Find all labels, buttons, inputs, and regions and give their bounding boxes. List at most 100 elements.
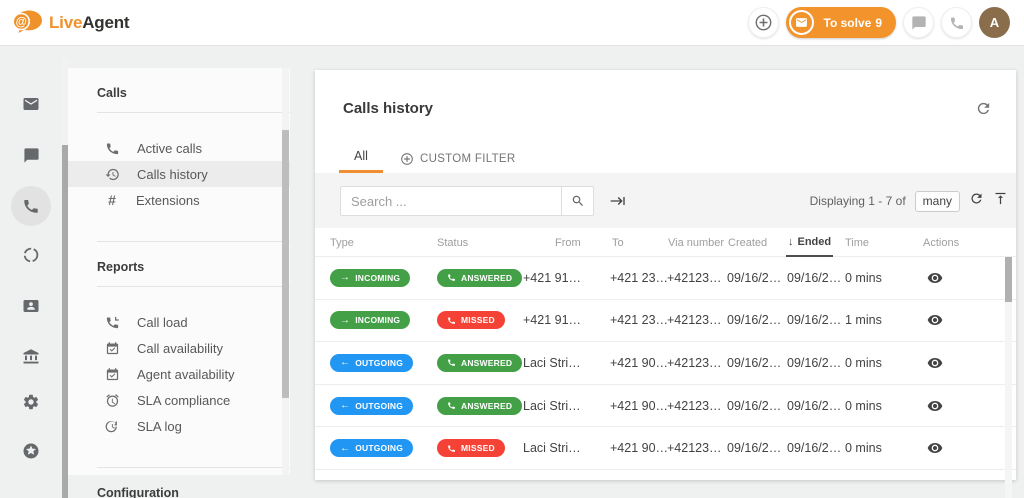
table-row[interactable]: → INCOMING ANSWERED +421 91… +421 23… +42… bbox=[315, 257, 1016, 300]
departments-icon bbox=[23, 349, 39, 364]
search-input[interactable] bbox=[340, 186, 561, 216]
count-many-button[interactable]: many bbox=[914, 190, 960, 212]
sidebar-item-label: Extensions bbox=[136, 192, 200, 208]
to-cell: +421 23… bbox=[610, 270, 669, 285]
call-status-badge: ANSWERED bbox=[437, 268, 523, 287]
liveagent-logo[interactable]: @ LiveAgent bbox=[12, 9, 130, 36]
filter-toolbar: Displaying 1 - 7 of many bbox=[315, 173, 1016, 228]
via-number-cell: +42123… bbox=[667, 398, 722, 413]
sidebar-item-label: SLA log bbox=[137, 418, 182, 434]
chats-button[interactable] bbox=[903, 7, 934, 38]
view-call-button[interactable] bbox=[927, 355, 943, 371]
column-to[interactable]: To bbox=[612, 236, 624, 249]
to-solve-button[interactable]: To solve 9 bbox=[785, 7, 896, 38]
settings-icon bbox=[23, 394, 39, 410]
sidebar-item-automation[interactable] bbox=[11, 235, 51, 275]
tab-all[interactable]: All bbox=[339, 145, 383, 173]
via-number-cell: +42123… bbox=[667, 355, 722, 370]
sidebar-scrollbar[interactable] bbox=[282, 68, 289, 475]
sidebar-item-settings[interactable] bbox=[11, 382, 51, 422]
time-cell: 0 mins bbox=[845, 398, 882, 413]
refresh-list-button[interactable] bbox=[969, 191, 984, 211]
sidebar-item-departments[interactable] bbox=[11, 336, 51, 376]
refresh-icon bbox=[971, 193, 982, 204]
table-body: → INCOMING ANSWERED +421 91… +421 23… +42… bbox=[315, 257, 1016, 470]
column-from[interactable]: From bbox=[555, 236, 581, 249]
sidebar-item-calls-history[interactable]: Calls history bbox=[68, 161, 290, 187]
svg-text:@: @ bbox=[16, 17, 27, 29]
column-via-number[interactable]: Via number bbox=[668, 236, 725, 249]
calls-button[interactable] bbox=[941, 7, 972, 38]
sidebar-item-tickets[interactable] bbox=[11, 84, 51, 124]
calls-sidebar: Calls Active calls Calls history # Exten… bbox=[68, 68, 290, 498]
divider bbox=[97, 241, 290, 242]
gamification-icon bbox=[23, 443, 39, 459]
to-cell: +421 90… bbox=[610, 441, 669, 456]
calendar-check-icon bbox=[106, 367, 119, 380]
direction-arrow-icon: ← bbox=[340, 357, 351, 369]
chat-icon bbox=[23, 147, 39, 163]
table-row[interactable]: → INCOMING MISSED +421 91… +421 23… +4212… bbox=[315, 299, 1016, 343]
scroll-to-top-button[interactable] bbox=[993, 191, 1008, 211]
table-row[interactable]: ← OUTGOING ANSWERED Laci Stri… +421 90… +… bbox=[315, 342, 1016, 385]
sidebar-item-agent-availability[interactable]: Agent availability bbox=[68, 361, 290, 387]
page-title: Calls history bbox=[343, 100, 434, 117]
sidebar-item-sla-log[interactable]: SLA log bbox=[68, 413, 290, 439]
sidebar-item-extensions[interactable]: # Extensions bbox=[68, 187, 290, 213]
from-cell: Laci Stri… bbox=[523, 355, 581, 370]
divider bbox=[97, 286, 290, 287]
panel-refresh-button[interactable] bbox=[975, 100, 992, 122]
view-call-button[interactable] bbox=[927, 312, 943, 328]
direction-arrow-icon: ← bbox=[340, 400, 351, 412]
table-row[interactable]: ← OUTGOING ANSWERED Laci Stri… +421 90… +… bbox=[315, 384, 1016, 428]
logo-bubble-icon: @ bbox=[12, 10, 42, 33]
via-number-cell: +42123… bbox=[667, 270, 722, 285]
table-row[interactable]: ← OUTGOING MISSED Laci Stri… +421 90… +42… bbox=[315, 427, 1016, 470]
refresh-icon bbox=[977, 102, 990, 115]
table-header: Type Status From To Via number Created ↓… bbox=[315, 228, 1016, 257]
phone-icon bbox=[448, 274, 455, 282]
column-status[interactable]: Status bbox=[437, 236, 469, 249]
eye-icon bbox=[927, 315, 943, 326]
sidebar-item-chats[interactable] bbox=[11, 135, 51, 175]
column-type[interactable]: Type bbox=[330, 236, 354, 249]
sort-desc-icon: ↓ bbox=[788, 235, 794, 248]
table-scrollbar[interactable] bbox=[1005, 257, 1012, 498]
sidebar-item-sla-compliance[interactable]: SLA compliance bbox=[68, 387, 290, 413]
call-status-badge: ANSWERED bbox=[437, 396, 523, 415]
create-new-button[interactable] bbox=[747, 7, 779, 38]
time-cell: 1 mins bbox=[845, 313, 882, 328]
search-button[interactable] bbox=[561, 186, 594, 216]
avatar[interactable]: A bbox=[979, 7, 1010, 38]
created-cell: 09/16/2… bbox=[727, 313, 782, 328]
expand-filters-button[interactable] bbox=[610, 193, 626, 214]
column-time[interactable]: Time bbox=[845, 236, 870, 249]
sidebar-item-gamification[interactable] bbox=[11, 431, 51, 471]
section-title-configuration: Configuration bbox=[97, 486, 179, 498]
column-created[interactable]: Created bbox=[728, 236, 768, 249]
sidebar-item-call-load[interactable]: Call load bbox=[68, 309, 290, 335]
tab-custom-filter[interactable]: CUSTOM FILTER bbox=[400, 145, 515, 173]
phone-icon bbox=[448, 359, 455, 367]
column-ended-sorted[interactable]: ↓ Ended bbox=[786, 228, 834, 257]
call-load-icon bbox=[106, 316, 119, 328]
call-type-badge: → INCOMING bbox=[330, 311, 411, 330]
calendar-check-icon bbox=[106, 341, 119, 354]
column-actions: Actions bbox=[923, 236, 960, 249]
view-call-button[interactable] bbox=[927, 270, 943, 286]
sidebar-item-call-availability[interactable]: Call availability bbox=[68, 335, 290, 361]
eye-icon bbox=[927, 443, 943, 454]
via-number-cell: +42123… bbox=[667, 313, 722, 328]
mail-icon bbox=[23, 98, 39, 110]
sidebar-item-calls[interactable] bbox=[11, 186, 51, 226]
iconbar-scrollbar[interactable] bbox=[62, 58, 68, 498]
created-cell: 09/16/2… bbox=[727, 398, 782, 413]
sidebar-item-contacts[interactable] bbox=[11, 286, 51, 326]
view-call-button[interactable] bbox=[927, 398, 943, 414]
direction-arrow-icon: → bbox=[340, 314, 351, 326]
sidebar-item-active-calls[interactable]: Active calls bbox=[68, 135, 290, 161]
view-call-button[interactable] bbox=[927, 440, 943, 456]
phone-icon bbox=[448, 402, 455, 409]
envelope-icon bbox=[788, 10, 814, 35]
